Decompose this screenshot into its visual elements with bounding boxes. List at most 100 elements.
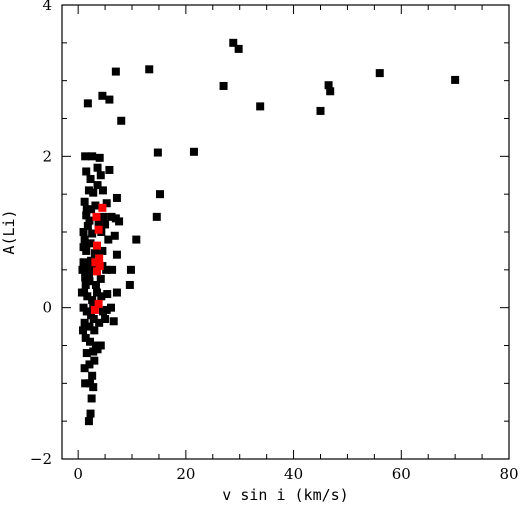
data-point xyxy=(93,345,102,354)
data-point xyxy=(85,360,94,369)
data-point xyxy=(90,356,99,365)
data-point xyxy=(375,69,384,78)
x-tick-label: 80 xyxy=(499,465,518,483)
data-point xyxy=(107,303,116,312)
data-point xyxy=(81,379,90,388)
data-point xyxy=(110,231,119,240)
plot-frame xyxy=(61,4,510,460)
data-point xyxy=(107,212,116,221)
data-point xyxy=(88,371,97,380)
data-point xyxy=(90,249,99,258)
data-point xyxy=(324,81,333,90)
data-point xyxy=(112,250,121,259)
y-tick-label: 4 xyxy=(42,0,52,14)
data-point xyxy=(83,221,92,230)
data-point xyxy=(145,65,154,74)
data-point xyxy=(91,280,100,289)
data-point xyxy=(101,315,110,324)
data-point xyxy=(80,197,89,206)
data-point xyxy=(82,307,91,316)
data-point xyxy=(83,262,92,271)
data-point xyxy=(109,317,118,326)
data-point xyxy=(89,347,98,356)
x-tick-label: 60 xyxy=(392,465,411,483)
data-point xyxy=(156,190,165,199)
data-point xyxy=(111,67,120,76)
data-point xyxy=(103,290,112,299)
data-point xyxy=(95,153,104,162)
data-point xyxy=(84,186,93,195)
data-point xyxy=(87,256,96,265)
data-point xyxy=(91,201,100,210)
data-point xyxy=(84,269,93,278)
data-point xyxy=(94,299,103,308)
y-tick-label: 0 xyxy=(42,299,52,317)
data-point xyxy=(98,91,107,100)
data-point xyxy=(99,212,108,221)
data-point xyxy=(256,102,265,111)
data-point xyxy=(81,152,90,161)
data-point xyxy=(79,228,88,236)
data-point xyxy=(93,241,102,250)
data-point xyxy=(102,265,111,274)
data-point xyxy=(87,205,96,214)
data-point xyxy=(219,81,228,90)
data-point xyxy=(152,212,161,221)
data-point xyxy=(80,318,89,327)
data-point xyxy=(88,229,97,238)
data-point xyxy=(104,235,113,244)
data-point xyxy=(98,203,107,212)
data-point xyxy=(96,171,105,180)
data-point xyxy=(84,417,93,426)
y-tick-label: 2 xyxy=(42,147,52,165)
y-axis-label: A(Li) xyxy=(0,209,18,254)
data-point xyxy=(78,265,87,274)
data-point xyxy=(82,349,91,358)
axis-ticks xyxy=(62,4,510,460)
data-point xyxy=(90,326,99,335)
data-point xyxy=(105,95,114,104)
data-point xyxy=(89,315,98,324)
x-axis-label: v sin i (km/s) xyxy=(222,486,348,504)
data-point xyxy=(86,409,95,418)
data-point xyxy=(96,274,105,283)
tick-labels: 0 20 40 60 80 −2 0 2 4 xyxy=(30,0,519,483)
data-point xyxy=(86,175,95,184)
data-point xyxy=(102,305,111,314)
data-point xyxy=(89,188,98,197)
data-point xyxy=(86,239,95,248)
data-point xyxy=(82,211,91,220)
y-tick-label: −2 xyxy=(30,450,52,468)
data-point xyxy=(81,280,90,289)
data-point xyxy=(97,292,106,301)
data-point xyxy=(126,265,135,274)
data-point xyxy=(87,394,96,403)
data-point xyxy=(91,258,100,267)
data-point xyxy=(326,87,335,96)
data-point xyxy=(98,246,107,255)
data-point xyxy=(82,167,91,176)
data-point xyxy=(95,318,104,327)
data-point xyxy=(117,116,126,125)
x-tick-label: 0 xyxy=(73,465,83,483)
data-point xyxy=(316,106,325,115)
data-point xyxy=(77,288,86,297)
data-point xyxy=(93,163,102,172)
data-point xyxy=(95,262,104,271)
x-tick-label: 20 xyxy=(176,465,195,483)
data-point xyxy=(98,186,107,195)
data-point xyxy=(92,212,101,221)
data-point xyxy=(80,364,89,373)
data-points xyxy=(77,38,460,426)
data-point xyxy=(79,243,88,252)
data-point xyxy=(101,220,110,229)
data-point xyxy=(90,305,99,314)
data-point xyxy=(83,292,92,301)
data-point xyxy=(94,220,103,229)
data-point xyxy=(80,235,89,244)
data-point xyxy=(189,147,198,156)
data-point xyxy=(86,337,95,346)
data-point xyxy=(108,265,117,274)
data-point xyxy=(112,288,121,297)
